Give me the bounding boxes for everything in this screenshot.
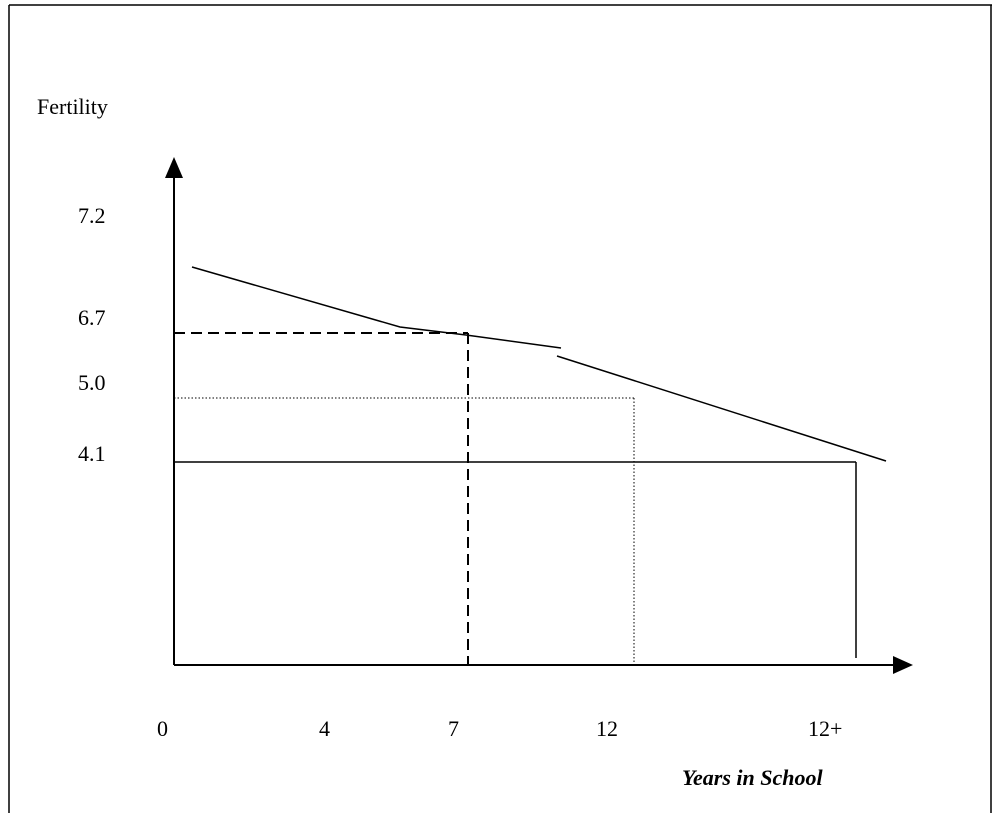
y-axis-label: Fertility (37, 94, 108, 119)
x-tick-label-4: 4 (319, 716, 330, 741)
x-tick-label-12: 12 (596, 716, 618, 741)
x-axis-arrowhead (893, 656, 913, 674)
y-tick-label-4-1: 4.1 (78, 441, 106, 466)
x-tick-label-12-plus: 12+ (808, 716, 842, 741)
y-tick-label-5-0: 5.0 (78, 370, 106, 395)
x-tick-label-0: 0 (157, 716, 168, 741)
fertility-curve-segment-1 (191, 266, 562, 349)
y-axis-arrowhead (165, 157, 183, 178)
fertility-curve-segment-2 (556, 355, 887, 462)
y-tick-label-6-7: 6.7 (78, 305, 106, 330)
x-axis-label: Years in School (682, 765, 823, 790)
x-tick-label-7: 7 (448, 716, 459, 741)
y-tick-label-7-2: 7.2 (78, 203, 106, 228)
